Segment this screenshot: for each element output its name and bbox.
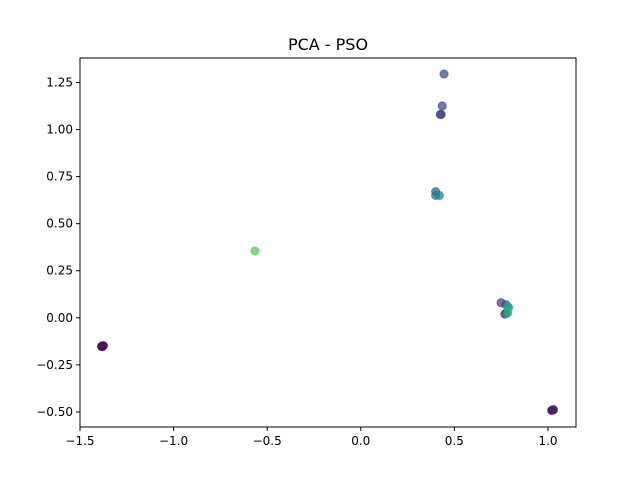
y-axis-ticks: −0.50 −0.25 0.00 0.25 0.50 0.75 1.00 1.25 (36, 75, 80, 419)
data-point (549, 405, 559, 415)
data-point (97, 342, 107, 352)
data-point (503, 308, 513, 318)
data-point (437, 101, 447, 111)
chart-title: PCA - PSO (288, 35, 368, 54)
x-tick-label: −1.0 (159, 434, 188, 448)
data-point (435, 109, 445, 119)
y-tick-label: 0.25 (46, 264, 73, 278)
y-tick-label: 1.25 (46, 75, 73, 89)
data-point (250, 246, 260, 256)
x-tick-label: −0.5 (253, 434, 282, 448)
y-tick-label: −0.25 (36, 358, 73, 372)
x-tick-label: −1.5 (65, 434, 94, 448)
data-point (434, 190, 444, 200)
y-tick-label: 1.00 (46, 123, 73, 137)
data-point (439, 69, 449, 79)
x-tick-label: 1.0 (538, 434, 557, 448)
y-tick-label: 0.00 (46, 311, 73, 325)
y-tick-label: 0.75 (46, 170, 73, 184)
y-tick-label: −0.50 (36, 405, 73, 419)
y-tick-label: 0.50 (46, 217, 73, 231)
x-tick-label: 0.5 (445, 434, 464, 448)
x-axis-ticks: −1.5 −1.0 −0.5 0.0 0.5 1.0 (65, 427, 557, 448)
x-tick-label: 0.0 (351, 434, 370, 448)
points-layer (97, 69, 559, 415)
plot-area-frame (79, 57, 577, 428)
